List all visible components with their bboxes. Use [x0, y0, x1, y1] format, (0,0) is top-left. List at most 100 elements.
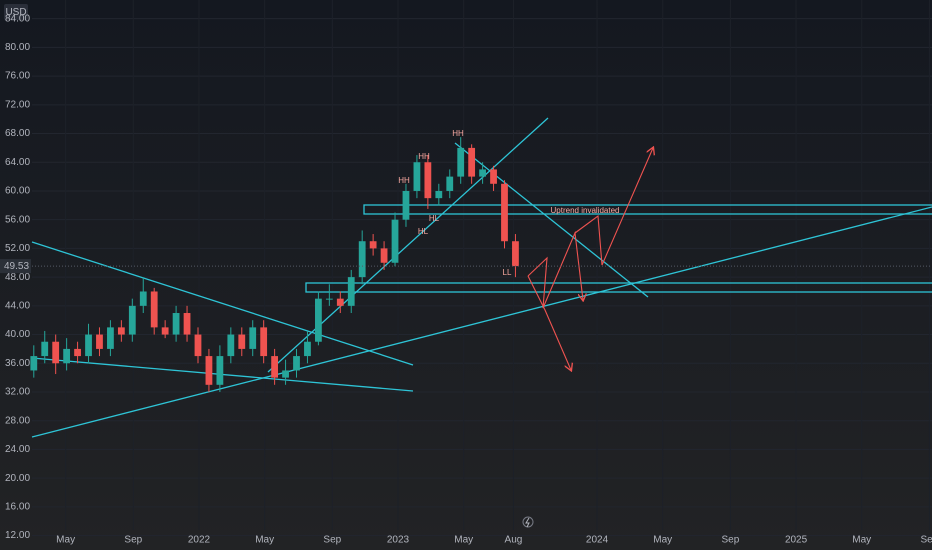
candle-body — [52, 341, 60, 364]
y-tick-label: 28.00 — [5, 415, 30, 426]
icon — [525, 517, 530, 528]
candle-body — [413, 162, 421, 191]
annotation: HH — [452, 129, 464, 138]
last-price-box — [0, 259, 31, 274]
y-tick-label: 48.00 — [5, 272, 30, 283]
candle-body — [183, 313, 191, 335]
candle-body — [227, 334, 235, 357]
y-tick-label: 76.00 — [5, 71, 30, 82]
candle-body — [238, 334, 246, 349]
candle-body — [216, 356, 224, 385]
zone — [363, 204, 932, 215]
candles — [30, 137, 519, 392]
y-tick-label: 44.00 — [5, 300, 30, 311]
y-tick-label: 32.00 — [5, 387, 30, 398]
x-tick-label: May — [852, 535, 871, 546]
candle-body — [304, 341, 311, 357]
y-tick-label: 56.00 — [5, 214, 30, 225]
y-tick-label: 52.00 — [5, 243, 30, 254]
y-tick-label: 84.00 — [5, 13, 30, 24]
candle-body — [446, 176, 454, 191]
candle-body — [479, 169, 486, 177]
candle-body — [424, 162, 432, 199]
candle-body — [161, 327, 169, 335]
x-tick-label: May — [653, 535, 672, 546]
zone — [305, 282, 932, 293]
candle-body — [85, 334, 92, 357]
candle-body — [490, 169, 497, 184]
projection-arrow — [527, 230, 583, 309]
y-tick-label: 72.00 — [5, 99, 30, 110]
candle-body — [63, 348, 71, 364]
candle-body — [107, 327, 114, 349]
currency-box[interactable] — [4, 4, 28, 20]
candle-body — [194, 334, 202, 357]
y-tick-label: 24.00 — [5, 444, 30, 455]
y-tick-label: 64.00 — [5, 157, 30, 168]
candle-body — [457, 147, 465, 177]
x-tick-label: May — [255, 535, 274, 546]
candle-body — [282, 370, 289, 378]
x-tick-label: Sep — [921, 535, 932, 546]
x-tick-label: 2025 — [785, 535, 808, 546]
candle-body — [117, 327, 125, 335]
y-tick-label: 16.00 — [5, 501, 30, 512]
annotation: Uptrend invalidated — [551, 206, 620, 215]
x-tick-label: Sep — [323, 535, 341, 546]
candle-body — [315, 298, 322, 342]
candle-body — [435, 190, 443, 199]
candle-body — [249, 327, 257, 349]
x-tick-label: Sep — [721, 535, 739, 546]
x-tick-label: Sep — [124, 535, 142, 546]
candle-body — [358, 241, 366, 278]
candle-body — [172, 313, 180, 335]
icon — [522, 516, 534, 528]
candle-body — [336, 298, 344, 306]
candle-body — [41, 341, 49, 357]
last-price-label: 49.53 — [4, 261, 29, 272]
annotation: HL — [429, 214, 440, 223]
annotation: HL — [418, 227, 429, 236]
currency[interactable]: USD — [5, 7, 26, 18]
candle-body — [293, 356, 300, 371]
candle-body — [501, 183, 508, 242]
x-tick-label: 2023 — [387, 535, 410, 546]
y-tick-label: 40.00 — [5, 329, 30, 340]
candle-body — [139, 291, 147, 306]
candle-body — [512, 241, 519, 267]
candle-body — [205, 356, 213, 385]
candle-body — [271, 356, 279, 378]
candle-body — [402, 190, 410, 220]
candle-body — [30, 356, 38, 371]
candle-body — [96, 334, 103, 349]
y-tick-label: 60.00 — [5, 186, 30, 197]
y-tick-label: 80.00 — [5, 42, 30, 53]
trendline — [454, 142, 649, 298]
annotation: HH — [418, 152, 430, 161]
x-tick-label: 2024 — [586, 535, 609, 546]
y-tick-label: 12.00 — [5, 530, 30, 541]
candle-body — [128, 305, 136, 335]
projection-arrow — [527, 275, 571, 370]
candle-body — [325, 298, 333, 300]
y-tick-label: 36.00 — [5, 358, 30, 369]
candle-body — [468, 147, 476, 177]
grid — [32, 0, 932, 537]
x-tick-label: 2022 — [188, 535, 211, 546]
candle-body — [150, 291, 158, 328]
candle-body — [369, 241, 377, 249]
annotation: LL — [503, 268, 512, 277]
x-tick-label: May — [454, 535, 473, 546]
y-tick-label: 20.00 — [5, 473, 30, 484]
x-tick-label: Aug — [505, 535, 523, 546]
candle-body — [380, 248, 388, 263]
candle-body — [260, 327, 268, 357]
annotation: HH — [398, 176, 410, 185]
drawings — [31, 117, 932, 438]
candle-body — [347, 277, 355, 306]
candle-body — [391, 219, 399, 263]
trendline — [31, 206, 932, 438]
x-tick-label: May — [56, 535, 75, 546]
candle-body — [74, 348, 81, 357]
